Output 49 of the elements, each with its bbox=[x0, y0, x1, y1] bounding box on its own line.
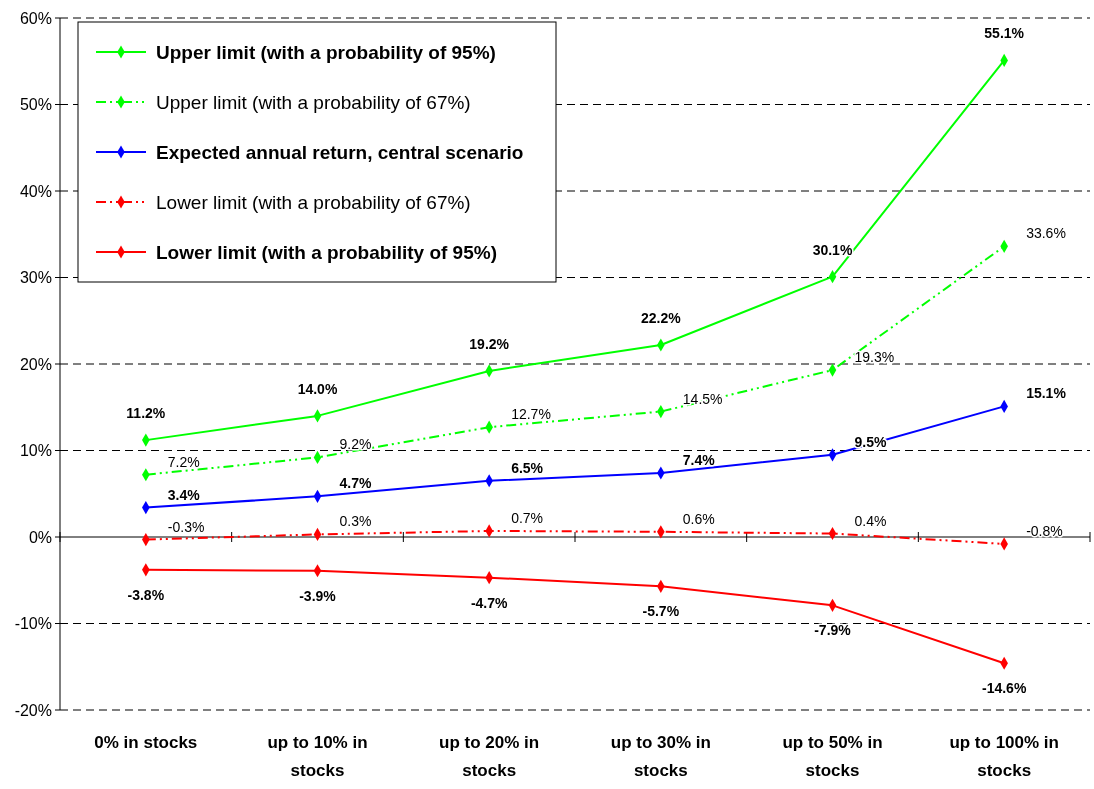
legend-label: Upper limit (with a probability of 95%) bbox=[156, 41, 496, 63]
x-tick-label: up to 100% in stocks bbox=[949, 733, 1059, 780]
data-label: 11.2% bbox=[126, 405, 166, 422]
data-label: 14.0% bbox=[297, 380, 338, 397]
legend-label: Lower limit (with a probability of 95%) bbox=[156, 241, 497, 263]
data-label: 19.2% bbox=[469, 335, 510, 352]
x-tick-label: up to 50% in stocks bbox=[782, 733, 883, 780]
legend-label: Expected annual return, central scenario bbox=[156, 141, 524, 163]
y-tick-label: 40% bbox=[19, 182, 52, 200]
y-tick-label: -10% bbox=[14, 615, 52, 633]
data-label: 7.2% bbox=[167, 453, 200, 470]
data-label: -0.8% bbox=[1026, 522, 1063, 539]
legend-label: Upper limit (with a probability of 67%) bbox=[156, 91, 471, 113]
y-tick-label: 50% bbox=[19, 96, 52, 114]
data-label: 0.6% bbox=[682, 510, 715, 527]
legend-label: Lower limit (with a probability of 67%) bbox=[156, 191, 471, 213]
data-label: 9.2% bbox=[339, 436, 372, 453]
data-label: -4.7% bbox=[470, 594, 508, 611]
x-tick-label: up to 10% in stocks bbox=[267, 733, 368, 780]
y-tick-label: 0% bbox=[28, 528, 52, 546]
data-label: -3.9% bbox=[299, 587, 337, 604]
data-label: 0.4% bbox=[854, 512, 887, 529]
data-label: 7.4% bbox=[682, 451, 716, 468]
data-label: 3.4% bbox=[167, 486, 201, 503]
data-label: 33.6% bbox=[1026, 225, 1066, 242]
data-label: 30.1% bbox=[812, 241, 853, 258]
data-label: -0.3% bbox=[167, 518, 205, 535]
data-label: 55.1% bbox=[984, 25, 1025, 42]
data-label: 15.1% bbox=[1026, 385, 1067, 402]
x-tick-label: 0% in stocks bbox=[94, 733, 198, 752]
data-label: -3.8% bbox=[127, 586, 165, 603]
x-tick-label: up to 30% in stocks bbox=[610, 733, 711, 780]
data-label: 0.7% bbox=[511, 509, 544, 526]
y-tick-label: -20% bbox=[14, 701, 52, 719]
data-label: 0.3% bbox=[339, 513, 372, 530]
data-label: -14.6% bbox=[981, 680, 1027, 697]
data-label: -7.9% bbox=[814, 622, 852, 639]
data-label: -5.7% bbox=[642, 603, 680, 620]
data-label: 4.7% bbox=[339, 475, 372, 492]
y-tick-label: 20% bbox=[19, 355, 52, 373]
data-label: 14.5% bbox=[682, 390, 723, 407]
y-tick-label: 60% bbox=[19, 9, 52, 27]
x-tick-label: up to 20% in stocks bbox=[439, 733, 540, 780]
y-tick-label: 10% bbox=[19, 442, 52, 460]
y-tick-label: 30% bbox=[19, 269, 52, 287]
data-label: 6.5% bbox=[511, 459, 544, 476]
data-label: 12.7% bbox=[511, 406, 551, 423]
data-label: 22.2% bbox=[640, 309, 682, 326]
data-label: 19.3% bbox=[854, 349, 895, 366]
